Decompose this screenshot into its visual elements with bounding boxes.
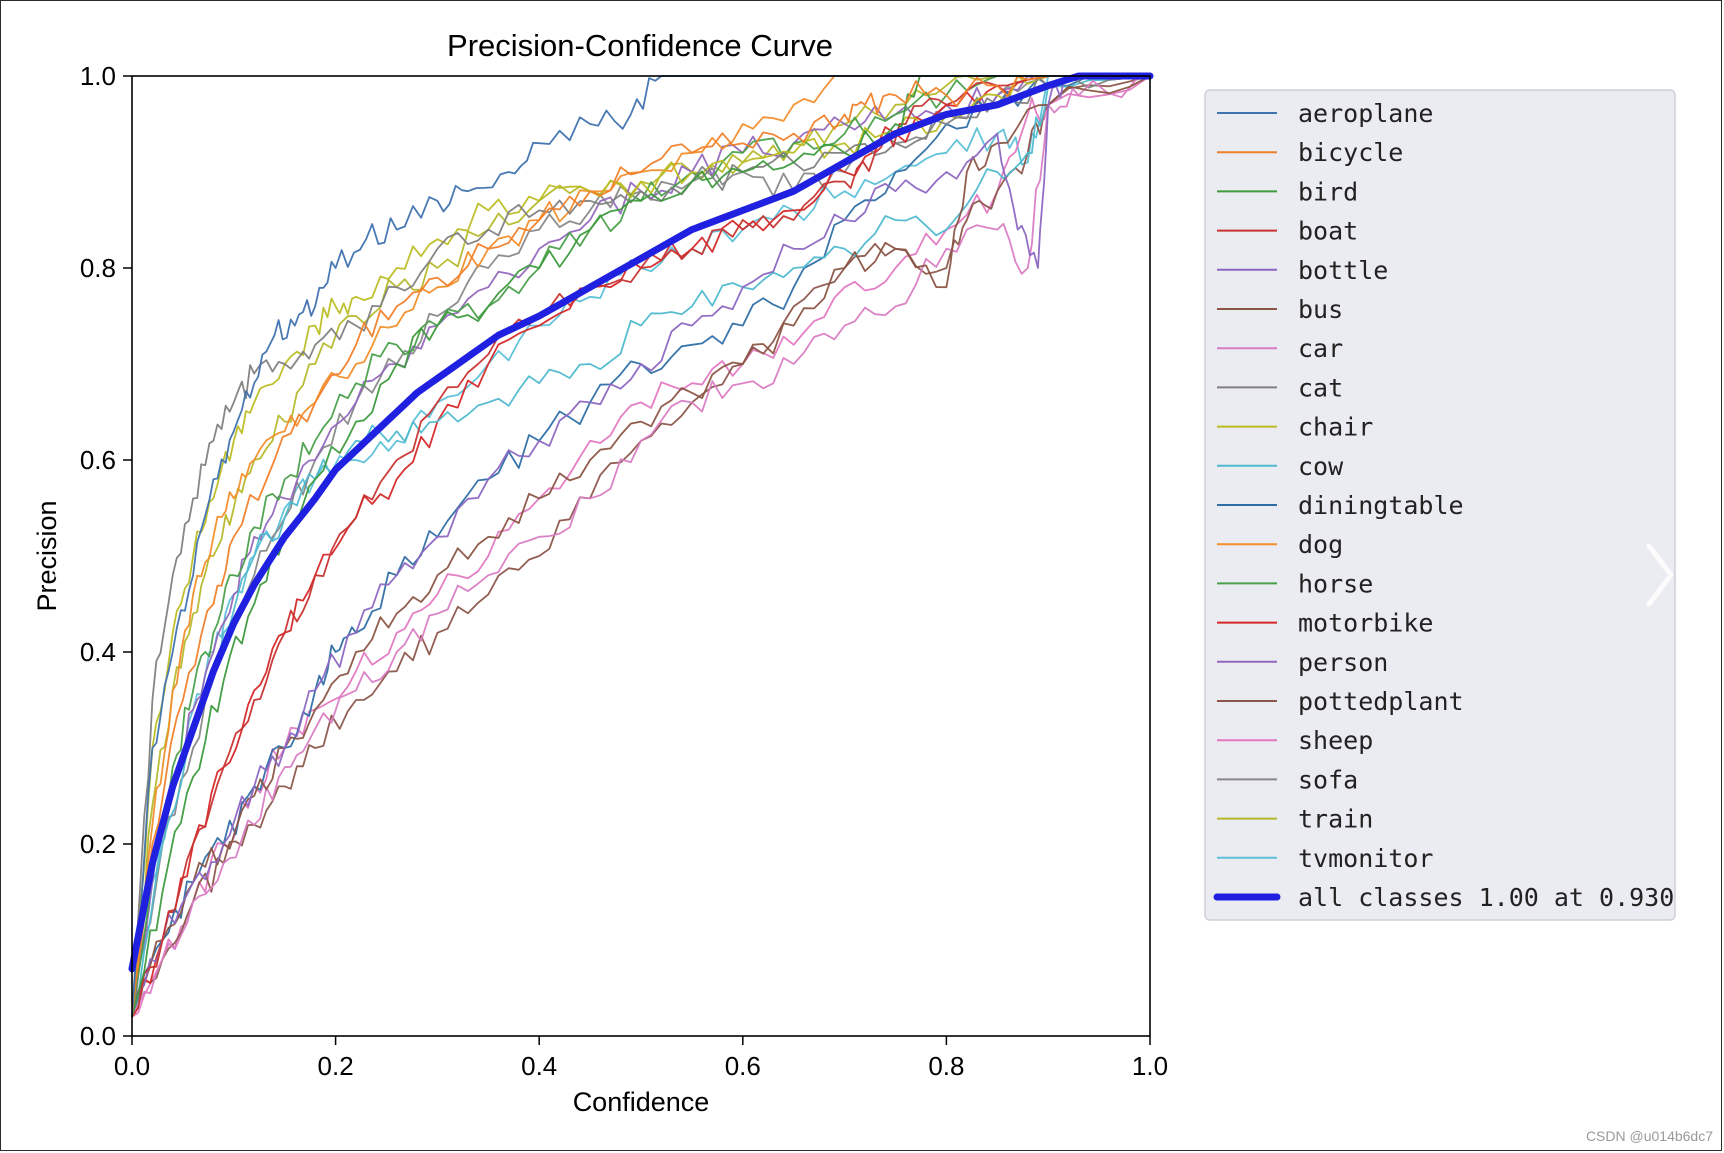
legend-label: horse	[1298, 569, 1373, 598]
plot-frame	[131, 75, 1151, 1037]
legend-label: pottedplant	[1298, 687, 1464, 716]
y-axis-label: Precision	[32, 500, 62, 611]
legend-label: train	[1298, 805, 1373, 834]
x-tick-label: 0.2	[318, 1051, 354, 1081]
legend-label: cow	[1298, 452, 1344, 481]
x-tick-label: 0.0	[114, 1051, 150, 1081]
legend-label: diningtable	[1298, 491, 1464, 520]
legend-box	[1204, 89, 1676, 921]
legend-label: person	[1298, 648, 1388, 677]
series-line-diningtable	[131, 75, 1151, 1018]
legend-label: all classes 1.00 at 0.930	[1298, 883, 1674, 912]
x-tick-label: 0.6	[725, 1051, 761, 1081]
legend-label: tvmonitor	[1298, 844, 1433, 873]
series-lines	[128, 72, 1154, 1018]
legend-label: bird	[1298, 177, 1358, 206]
series-line-bus	[131, 75, 1151, 1018]
x-tick-label: 0.8	[928, 1051, 964, 1081]
legend-label: aeroplane	[1298, 99, 1433, 128]
legend-label: bus	[1298, 295, 1343, 324]
x-tick-label: 1.0	[1132, 1051, 1168, 1081]
y-tick-label: 0.0	[80, 1021, 116, 1051]
plot-area	[132, 76, 1150, 1036]
y-tick-label: 0.8	[80, 253, 116, 283]
watermark-text: CSDN @u014b6dc7	[1586, 1128, 1713, 1144]
y-tick-label: 0.2	[80, 829, 116, 859]
chart-title: Precision-Confidence Curve	[447, 28, 833, 63]
legend-label: chair	[1298, 413, 1373, 442]
legend-label: cat	[1298, 373, 1343, 402]
y-tick-label: 0.4	[80, 637, 116, 667]
legend-label: dog	[1298, 530, 1343, 559]
x-axis-label: Confidence	[573, 1087, 710, 1117]
legend-label: boat	[1298, 217, 1358, 246]
x-tick-label: 0.4	[521, 1051, 557, 1081]
legend-label: car	[1298, 334, 1343, 363]
legend-label: bicycle	[1298, 138, 1403, 167]
series-line-car	[131, 75, 1151, 1018]
prev-arrow-icon[interactable]	[54, 543, 82, 607]
series-line-cat	[131, 75, 1151, 1018]
series-line-bicycle	[131, 75, 1151, 1018]
series-line-cow	[131, 75, 1151, 1018]
legend-label: motorbike	[1298, 609, 1433, 638]
series-line-bottle	[131, 75, 1151, 1018]
y-tick-label: 0.6	[80, 445, 116, 475]
legend-label: bottle	[1298, 256, 1388, 285]
axis-ticks: 0.0 0.2 0.4 0.6 0.8 1.0 0.0 0.2 0.4 0.6 0.8 1.0	[80, 61, 1168, 1081]
y-tick-label: 1.0	[80, 61, 116, 91]
legend-label: sheep	[1298, 726, 1373, 755]
legend-label: sofa	[1298, 765, 1358, 794]
next-arrow-icon[interactable]	[1646, 543, 1674, 607]
series-line-all-classes-1-00-at-0-930	[128, 72, 1154, 973]
legend: aeroplane bicycle bird boat bottle bus car cat c…	[1204, 89, 1676, 921]
